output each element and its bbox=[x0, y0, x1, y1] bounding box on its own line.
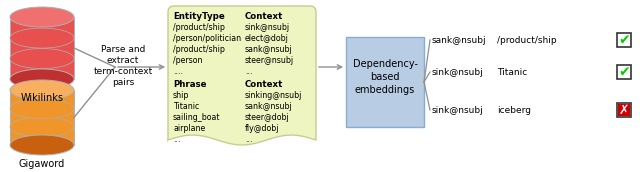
Text: sink@nsubj: sink@nsubj bbox=[432, 105, 484, 115]
Ellipse shape bbox=[10, 69, 74, 89]
Text: sink@nsubj: sink@nsubj bbox=[245, 23, 290, 32]
Text: Parse and
extract
term-context
pairs: Parse and extract term-context pairs bbox=[93, 45, 152, 87]
FancyBboxPatch shape bbox=[617, 65, 631, 79]
Text: ....: .... bbox=[173, 67, 183, 76]
Text: steer@dobj: steer@dobj bbox=[245, 113, 290, 122]
Text: ✔: ✔ bbox=[618, 33, 630, 47]
Ellipse shape bbox=[10, 80, 74, 100]
Text: Context: Context bbox=[245, 12, 284, 21]
Ellipse shape bbox=[10, 135, 74, 155]
Text: airplane: airplane bbox=[173, 124, 205, 133]
FancyBboxPatch shape bbox=[10, 90, 74, 145]
Text: EntityType: EntityType bbox=[173, 12, 225, 21]
FancyBboxPatch shape bbox=[617, 33, 631, 47]
Text: fly@dobj: fly@dobj bbox=[245, 124, 280, 133]
Text: /product/ship: /product/ship bbox=[497, 35, 557, 45]
Text: Context: Context bbox=[245, 80, 284, 89]
Text: ✗: ✗ bbox=[619, 104, 629, 116]
FancyBboxPatch shape bbox=[346, 37, 424, 127]
Text: ...: ... bbox=[173, 135, 180, 144]
Ellipse shape bbox=[10, 7, 74, 27]
Text: ...: ... bbox=[245, 67, 253, 76]
Text: /person/politician: /person/politician bbox=[173, 34, 241, 43]
Text: elect@dobj: elect@dobj bbox=[245, 34, 289, 43]
Text: Titanic: Titanic bbox=[497, 67, 527, 77]
Text: sank@nsubj: sank@nsubj bbox=[432, 35, 486, 45]
Text: sink@nsubj: sink@nsubj bbox=[432, 67, 484, 77]
Ellipse shape bbox=[10, 99, 74, 119]
Text: steer@nsubj: steer@nsubj bbox=[245, 56, 294, 65]
Text: ...: ... bbox=[245, 135, 253, 144]
Text: Titanic: Titanic bbox=[173, 102, 199, 111]
Text: sank@nsubj: sank@nsubj bbox=[245, 102, 292, 111]
Ellipse shape bbox=[10, 117, 74, 137]
Text: sinking@nsubj: sinking@nsubj bbox=[245, 91, 302, 100]
Text: /person: /person bbox=[173, 56, 202, 65]
Text: Dependency-
based
embeddings: Dependency- based embeddings bbox=[353, 59, 417, 95]
FancyBboxPatch shape bbox=[10, 17, 74, 79]
Ellipse shape bbox=[10, 49, 74, 68]
Text: ✔: ✔ bbox=[618, 65, 630, 79]
Text: Phrase: Phrase bbox=[173, 80, 207, 89]
Text: Gigaword: Gigaword bbox=[19, 159, 65, 169]
Text: /product/ship: /product/ship bbox=[173, 23, 225, 32]
Text: sank@nsubj: sank@nsubj bbox=[245, 45, 292, 54]
Text: sailing_boat: sailing_boat bbox=[173, 113, 221, 122]
FancyBboxPatch shape bbox=[618, 104, 630, 116]
FancyBboxPatch shape bbox=[168, 6, 316, 146]
Text: ship: ship bbox=[173, 91, 189, 100]
Ellipse shape bbox=[10, 28, 74, 48]
Text: iceberg: iceberg bbox=[497, 105, 531, 115]
FancyBboxPatch shape bbox=[617, 103, 631, 117]
Text: /product/ship: /product/ship bbox=[173, 45, 225, 54]
Text: Wikilinks: Wikilinks bbox=[20, 93, 63, 103]
